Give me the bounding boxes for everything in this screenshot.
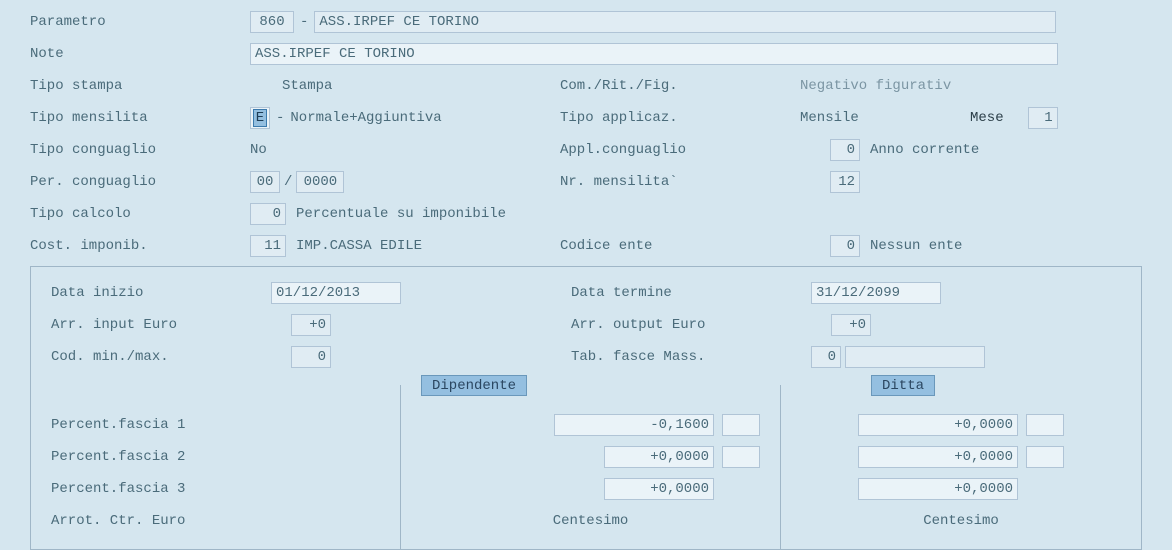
tipo-mensilita-desc: Normale+Aggiuntiva <box>290 110 441 126</box>
dip-arrot: Centesimo <box>421 509 760 533</box>
dit-arrot: Centesimo <box>801 509 1121 533</box>
label-percent-fascia3: Percent.fascia 3 <box>51 481 185 497</box>
tipo-stampa-value: Stampa <box>282 78 332 94</box>
slash: / <box>284 174 292 190</box>
dip-f2[interactable]: +0,0000 <box>604 446 714 468</box>
label-data-inizio: Data inizio <box>51 285 271 301</box>
tab-fasce-mass-desc <box>845 346 985 368</box>
label-arr-input-euro: Arr. input Euro <box>51 317 271 333</box>
label-codice-ente: Codice ente <box>560 238 652 254</box>
per-conguaglio-mm: 00 <box>250 171 280 193</box>
label-tipo-conguaglio: Tipo conguaglio <box>30 142 250 158</box>
label-tab-fasce-mass: Tab. fasce Mass. <box>571 349 811 365</box>
tipo-calcolo-desc: Percentuale su imponibile <box>296 206 506 222</box>
dit-f1-extra[interactable] <box>1026 414 1064 436</box>
label-nr-mensilita: Nr. mensilita` <box>560 174 678 190</box>
data-inizio-input[interactable]: 01/12/2013 <box>271 282 401 304</box>
arr-output-euro: +0 <box>831 314 871 336</box>
label-tipo-applicaz: Tipo applicaz. <box>560 110 678 126</box>
label-tipo-stampa: Tipo stampa <box>30 78 250 94</box>
label-tipo-calcolo: Tipo calcolo <box>30 206 250 222</box>
parametro-desc: ASS.IRPEF CE TORINO <box>314 11 1056 33</box>
nr-mensilita-value: 12 <box>830 171 860 193</box>
tipo-conguaglio-value: No <box>250 142 267 158</box>
label-parametro: Parametro <box>30 14 250 30</box>
com-rit-fig-value: Negativo figurativ <box>800 78 951 94</box>
label-cod-min-max: Cod. min./max. <box>51 349 271 365</box>
label-appl-conguaglio: Appl.conguaglio <box>560 142 686 158</box>
detail-panel-top: Data inizio 01/12/2013 Arr. input Euro +… <box>30 266 1142 385</box>
label-mese: Mese <box>970 110 1004 126</box>
codice-ente-code: 0 <box>830 235 860 257</box>
note-input[interactable]: ASS.IRPEF CE TORINO <box>250 43 1058 65</box>
dip-f3[interactable]: +0,0000 <box>604 478 714 500</box>
appl-conguaglio-code: 0 <box>830 139 860 161</box>
tab-fasce-mass: 0 <box>811 346 841 368</box>
label-percent-fascia2: Percent.fascia 2 <box>51 449 185 465</box>
header-dipendente: Dipendente <box>421 375 527 396</box>
label-data-termine: Data termine <box>571 285 811 301</box>
tipo-calcolo-code: 0 <box>250 203 286 225</box>
codice-ente-desc: Nessun ente <box>870 238 962 254</box>
cod-min-max: 0 <box>291 346 331 368</box>
arr-input-euro: +0 <box>291 314 331 336</box>
dit-f3[interactable]: +0,0000 <box>858 478 1018 500</box>
header-ditta: Ditta <box>871 375 935 396</box>
dit-f2-extra[interactable] <box>1026 446 1064 468</box>
dip-f2-extra[interactable] <box>722 446 760 468</box>
per-conguaglio-yyyy: 0000 <box>296 171 344 193</box>
label-arrot-ctr-euro: Arrot. Ctr. Euro <box>51 513 185 529</box>
tipo-mensilita-code[interactable]: E <box>254 110 266 126</box>
label-arr-output-euro: Arr. output Euro <box>571 317 811 333</box>
label-cost-imponib: Cost. imponib. <box>30 238 250 254</box>
appl-conguaglio-desc: Anno corrente <box>870 142 979 158</box>
dash: - <box>300 14 308 30</box>
detail-panel-bottom: Percent.fascia 1 Percent.fascia 2 Percen… <box>30 385 1142 550</box>
label-note: Note <box>30 46 250 62</box>
dit-f1[interactable]: +0,0000 <box>858 414 1018 436</box>
label-per-conguaglio: Per. conguaglio <box>30 174 250 190</box>
label-tipo-mensilita: Tipo mensilita <box>30 110 250 126</box>
dit-f2[interactable]: +0,0000 <box>858 446 1018 468</box>
parametro-code: 860 <box>250 11 294 33</box>
dip-f1-extra[interactable] <box>722 414 760 436</box>
mese-value: 1 <box>1028 107 1058 129</box>
dip-f1[interactable]: -0,1600 <box>554 414 714 436</box>
label-com-rit-fig: Com./Rit./Fig. <box>560 78 678 94</box>
label-percent-fascia1: Percent.fascia 1 <box>51 417 185 433</box>
cost-imponib-desc: IMP.CASSA EDILE <box>296 238 422 254</box>
cost-imponib-code: 11 <box>250 235 286 257</box>
dash: - <box>276 110 284 126</box>
tipo-applicaz-value: Mensile <box>800 110 970 126</box>
data-termine-input[interactable]: 31/12/2099 <box>811 282 941 304</box>
